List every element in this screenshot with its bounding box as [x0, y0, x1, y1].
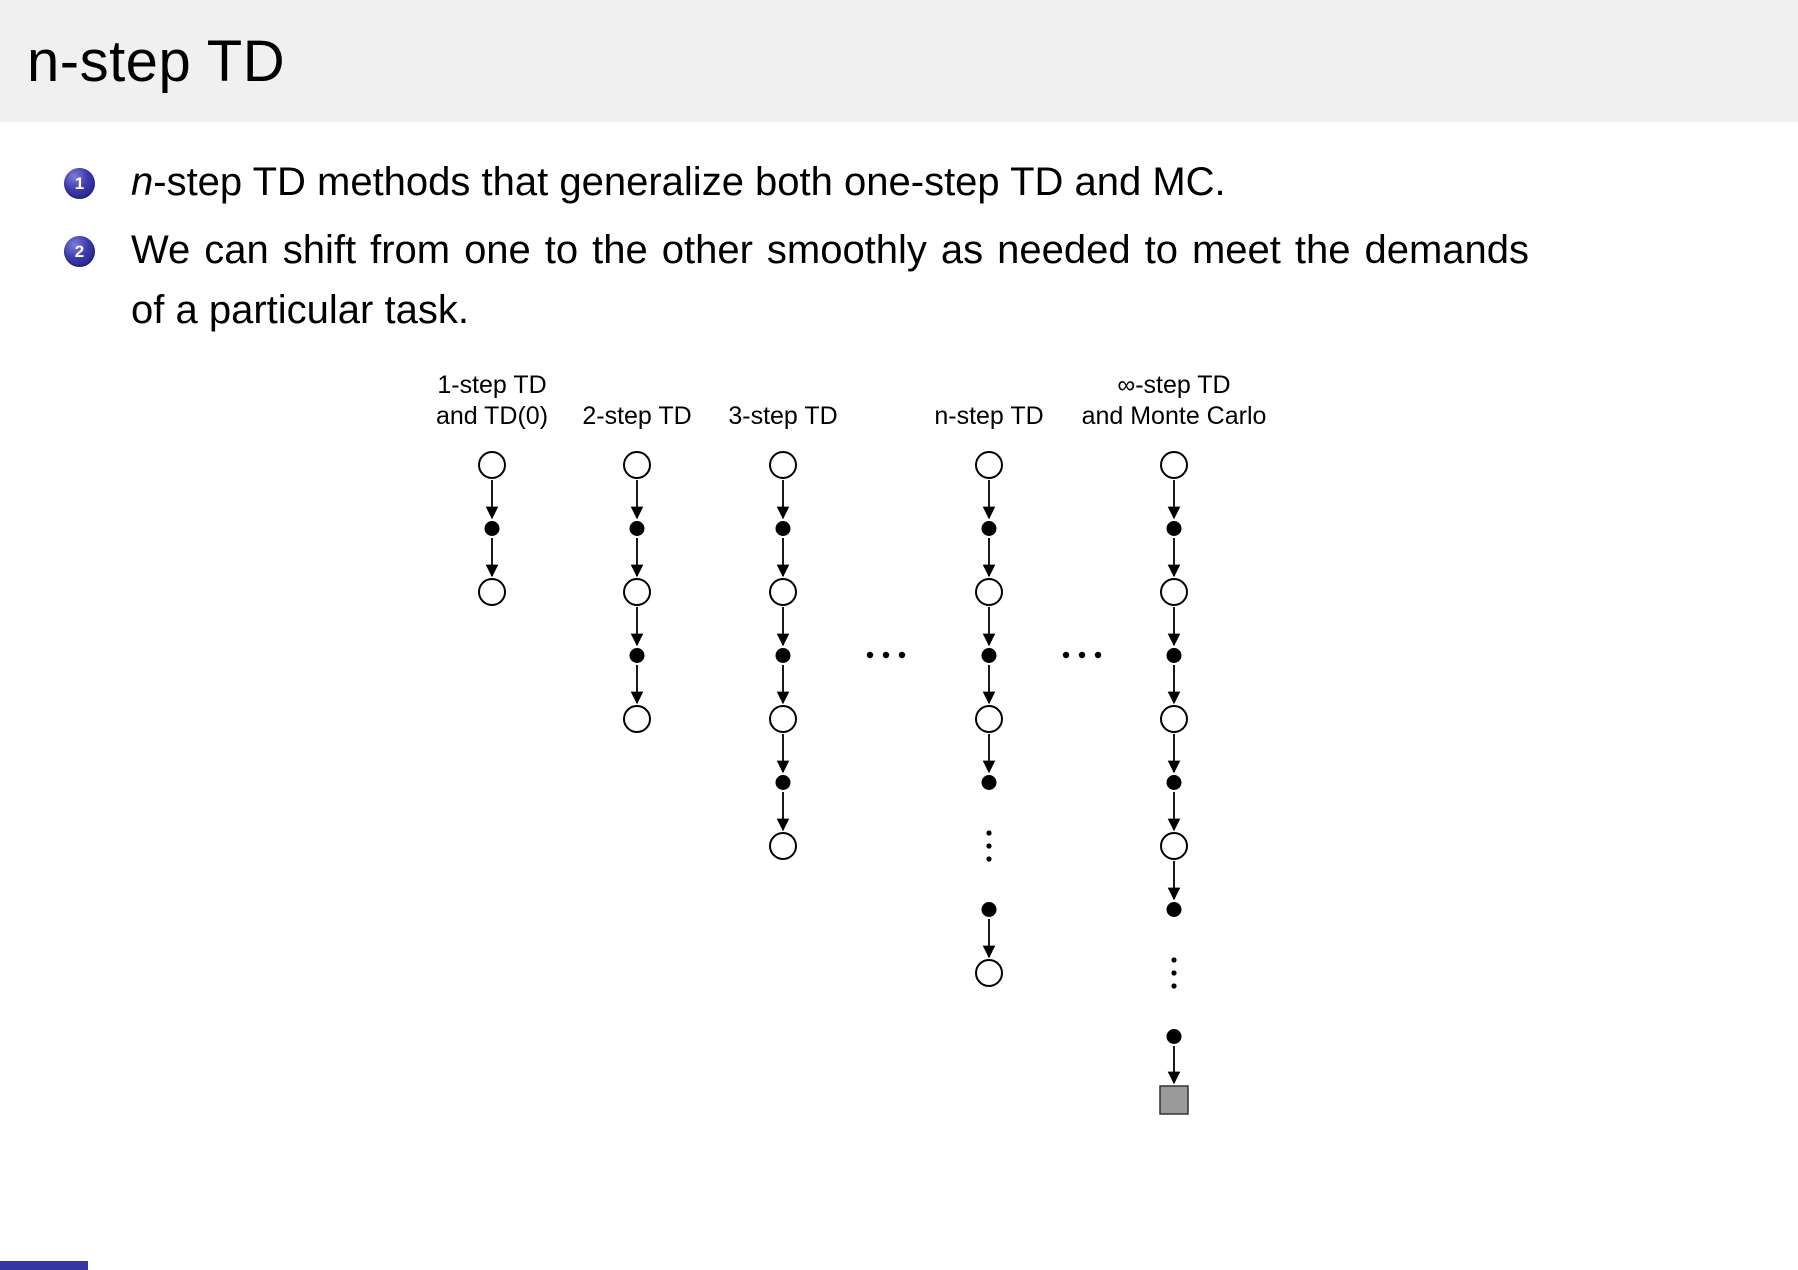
state-node [1160, 832, 1188, 860]
horizontal-ellipsis-dot [882, 651, 890, 659]
bullet-item-2: 2 We can shift from one to the other smo… [64, 220, 1539, 340]
horizontal-ellipsis-dot [898, 651, 906, 659]
state-node [769, 832, 797, 860]
state-node [623, 705, 651, 733]
action-node [981, 775, 997, 790]
action-node [981, 521, 997, 536]
action-node [981, 902, 997, 917]
action-node [484, 521, 500, 536]
column-label: n-step TD [934, 402, 1043, 430]
page-title: n-step TD [27, 28, 286, 94]
column-label: 1-step TD and TD(0) [436, 371, 548, 430]
horizontal-ellipsis-dot [1062, 651, 1070, 659]
state-node [769, 705, 797, 733]
bullet-text: We can shift from one to the other smoot… [131, 220, 1529, 340]
horizontal-ellipsis-dot [1078, 651, 1086, 659]
vertical-ellipsis-dot [1171, 970, 1177, 976]
column-label: 2-step TD [582, 402, 691, 430]
footer-bar [0, 1261, 88, 1270]
action-node [629, 521, 645, 536]
column-label: ∞-step TD and Monte Carlo [1082, 371, 1267, 430]
action-node [1166, 902, 1182, 917]
bullet-text-body: -step TD methods that generalize both on… [153, 160, 1226, 204]
bullet-text: n-step TD methods that generalize both o… [131, 152, 1529, 212]
state-node [478, 451, 506, 479]
vertical-ellipsis-dot [986, 830, 992, 836]
italic-lead: n [131, 160, 154, 204]
column-label: 3-step TD [728, 402, 837, 430]
action-node [1166, 648, 1182, 663]
bullet-item-1: 1 n-step TD methods that generalize both… [64, 152, 1539, 212]
action-node [1166, 1029, 1182, 1044]
state-node [975, 451, 1003, 479]
state-node [1160, 578, 1188, 606]
horizontal-ellipsis-dot [866, 651, 874, 659]
state-node [1160, 451, 1188, 479]
action-node [1166, 775, 1182, 790]
state-node [975, 578, 1003, 606]
action-node [629, 648, 645, 663]
terminal-state-node [1159, 1085, 1189, 1115]
horizontal-ellipsis-dot [1094, 651, 1102, 659]
vertical-ellipsis-dot [986, 843, 992, 849]
bullet-number-badge: 1 [64, 168, 95, 199]
action-node [775, 775, 791, 790]
slide-header: n-step TD [0, 0, 1798, 122]
bullet-number-badge: 2 [64, 236, 95, 267]
state-node [1160, 705, 1188, 733]
state-node [769, 451, 797, 479]
vertical-ellipsis-dot [1171, 983, 1177, 989]
action-node [775, 521, 791, 536]
state-node [478, 578, 506, 606]
vertical-ellipsis-dot [1171, 957, 1177, 963]
action-node [775, 648, 791, 663]
state-node [623, 578, 651, 606]
state-node [623, 451, 651, 479]
bullet-list: 1 n-step TD methods that generalize both… [64, 152, 1539, 348]
action-node [1166, 521, 1182, 536]
state-node [975, 705, 1003, 733]
bullet-text-body: We can shift from one to the other smoot… [131, 228, 1529, 332]
state-node [769, 578, 797, 606]
state-node [975, 959, 1003, 987]
action-node [981, 648, 997, 663]
vertical-ellipsis-dot [986, 856, 992, 862]
